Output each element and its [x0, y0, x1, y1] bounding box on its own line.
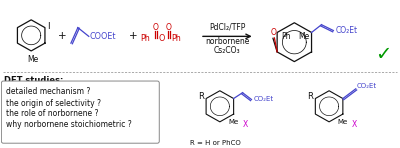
Text: CO₂Et: CO₂Et	[357, 83, 377, 89]
Text: O: O	[271, 28, 277, 37]
Text: Ph: Ph	[140, 34, 150, 43]
Text: Me: Me	[338, 119, 348, 125]
Text: why norbornene stoichiometric ?: why norbornene stoichiometric ?	[6, 120, 132, 129]
Text: Ph: Ph	[171, 34, 181, 43]
Text: ✓: ✓	[376, 45, 392, 64]
Text: Me: Me	[28, 55, 39, 64]
Text: Me: Me	[228, 119, 239, 125]
Text: O: O	[158, 34, 165, 43]
Text: CO₂Et: CO₂Et	[254, 96, 274, 103]
Text: X: X	[243, 120, 248, 129]
Text: R: R	[198, 92, 204, 101]
Text: R: R	[308, 92, 313, 101]
Text: DFT studies:: DFT studies:	[4, 76, 64, 85]
Text: the role of norbornene ?: the role of norbornene ?	[6, 109, 99, 118]
Text: Me: Me	[299, 32, 310, 41]
Text: COOEt: COOEt	[90, 32, 116, 41]
Text: PdCl₂/TFP: PdCl₂/TFP	[209, 22, 246, 31]
Text: R = H or PhCO: R = H or PhCO	[190, 140, 240, 146]
Text: O: O	[153, 23, 159, 32]
Text: X: X	[352, 120, 357, 129]
Text: norbornene: norbornene	[205, 37, 250, 46]
Text: I: I	[47, 22, 50, 31]
Text: CO₂Et: CO₂Et	[335, 26, 358, 35]
Text: the origin of selectivity ?: the origin of selectivity ?	[6, 99, 101, 108]
Text: O: O	[166, 23, 172, 32]
Text: +: +	[58, 31, 66, 41]
Text: Cs₂CO₃: Cs₂CO₃	[214, 46, 241, 56]
FancyBboxPatch shape	[1, 81, 159, 143]
Text: +: +	[129, 31, 138, 41]
Text: detailed mechanism ?: detailed mechanism ?	[6, 87, 91, 96]
Text: Ph: Ph	[281, 32, 290, 41]
